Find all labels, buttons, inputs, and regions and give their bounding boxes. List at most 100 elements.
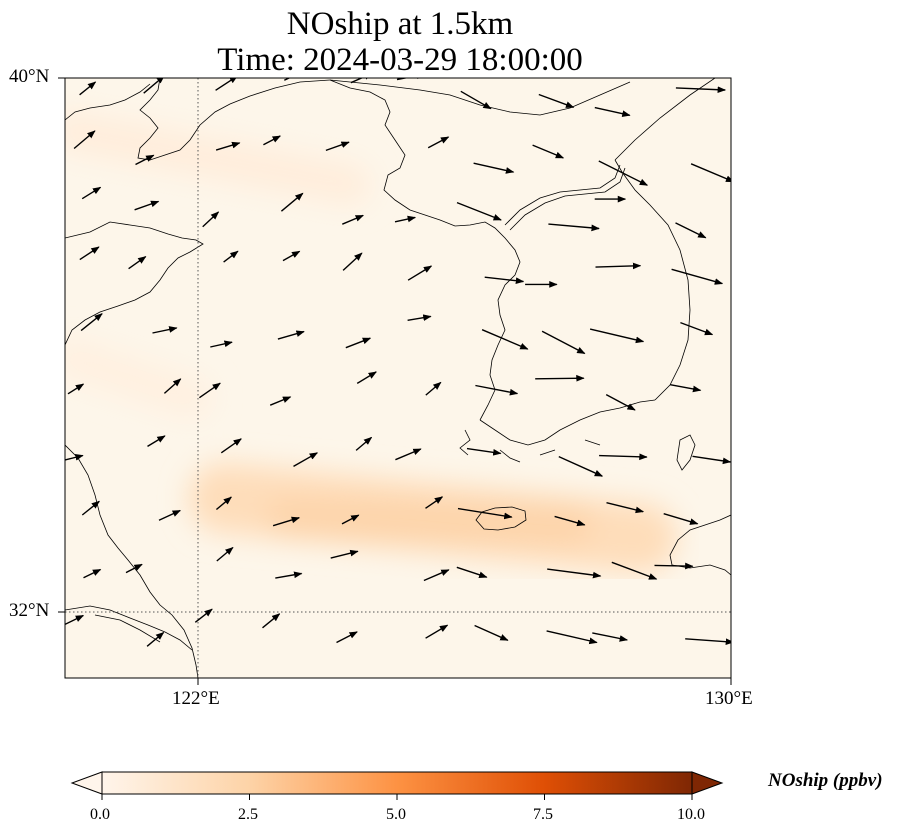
- wind-arrow: [356, 371, 377, 384]
- wind-arrow: [81, 186, 102, 200]
- wind-arrow: [535, 374, 585, 382]
- lon-label-130e: 130°E: [705, 688, 753, 709]
- wind-arrow: [475, 384, 519, 396]
- wind-arrow: [336, 631, 358, 644]
- wind-arrow: [423, 569, 450, 582]
- wind-arrow: [342, 252, 363, 271]
- wind-arrow: [143, 78, 165, 94]
- title-line-1: NOship at 1.5km: [286, 6, 514, 42]
- wind-arrow: [282, 250, 301, 262]
- cb-tick-label-3: 7.5: [533, 806, 553, 823]
- wind-arrow: [456, 201, 502, 221]
- kyushu: [669, 514, 731, 576]
- wind-arrow: [538, 93, 575, 108]
- cb-tick-label-2: 5.0: [386, 806, 406, 823]
- wind-arrow: [425, 496, 444, 509]
- wind-arrow: [263, 135, 281, 146]
- wind-arrow: [606, 502, 645, 514]
- wind-arrow: [548, 223, 600, 232]
- wind-arrow: [594, 106, 631, 117]
- wind-arrow: [481, 329, 529, 350]
- wind-arrow: [532, 144, 565, 159]
- wind-arrow: [83, 568, 102, 579]
- wind-arrow: [407, 265, 433, 281]
- plume-layer: [65, 111, 678, 573]
- wind-arrow: [599, 453, 648, 461]
- wind-arrow: [128, 256, 147, 270]
- wind-arrow: [67, 383, 85, 395]
- ship-plume-3: [65, 338, 212, 418]
- wind-arrow: [223, 250, 239, 263]
- wind-arrow: [425, 624, 449, 639]
- wind-arrow: [654, 562, 694, 570]
- cb-tick-label-1: 2.5: [238, 806, 258, 823]
- wind-arrow: [473, 162, 515, 174]
- wind-arrow: [541, 330, 586, 355]
- colorbar-extend-max: [691, 771, 724, 795]
- yangtze-estuary: [65, 605, 193, 651]
- wind-arrow: [595, 262, 642, 270]
- wind-arrow: [198, 382, 221, 399]
- wind-arrow: [215, 141, 241, 151]
- wind-arrow: [134, 200, 160, 211]
- wind-arrow: [194, 608, 213, 623]
- wind-arrow: [598, 160, 649, 186]
- wind-arrow: [272, 516, 301, 527]
- wind-arrow: [474, 624, 509, 641]
- wind-arrow: [275, 571, 303, 579]
- wind-arrow: [280, 192, 304, 212]
- cb-tick-label-0: 0.0: [90, 806, 110, 823]
- wind-arrow: [394, 215, 417, 223]
- yangtze-estuary-2: [94, 614, 161, 643]
- tsushima: [676, 434, 696, 471]
- wind-arrow: [293, 452, 319, 468]
- wind-arrow: [216, 546, 234, 562]
- islands-sw-korea: [459, 429, 601, 463]
- wind-arrow: [692, 455, 731, 465]
- title-line-2: Time: 2024-03-29 18:00:00: [217, 42, 583, 78]
- wind-arrow: [685, 638, 731, 646]
- wind-arrow: [670, 384, 702, 393]
- wind-arrow: [262, 613, 281, 629]
- wind-arrow: [589, 328, 645, 344]
- gridlines: [65, 78, 731, 678]
- wind-arrow: [325, 141, 350, 152]
- colorbar-extend-min: [70, 771, 103, 795]
- korea-west-coast: [329, 79, 521, 421]
- wind-arrow: [425, 381, 442, 396]
- wind-arrow: [345, 337, 372, 349]
- wind-arrow: [457, 507, 513, 520]
- wind-arrow: [456, 566, 488, 579]
- lon-label-122e: 122°E: [172, 688, 220, 709]
- cb-tick-label-4: 10.0: [677, 806, 705, 823]
- wind-arrow: [671, 268, 724, 285]
- wind-arrow: [80, 313, 103, 332]
- wind-arrow: [210, 340, 233, 348]
- wind-arrow: [330, 549, 359, 559]
- wind-arrow: [592, 632, 629, 642]
- wind-arrow: [79, 246, 100, 261]
- korea-north-border: [329, 79, 631, 116]
- korea-east-coast: [614, 159, 691, 401]
- wind-arrow: [558, 455, 604, 477]
- wind-arrow: [663, 513, 699, 525]
- wind-arrow: [547, 568, 602, 579]
- wind-arrow: [396, 78, 426, 81]
- wind-arrow: [125, 563, 143, 574]
- wind-arrow: [79, 81, 97, 96]
- wind-arrow: [407, 314, 432, 321]
- wind-arrow: [215, 496, 232, 511]
- wind-arrow: [460, 90, 492, 110]
- wind-arrow: [65, 614, 85, 626]
- lat-label-32n: 32°N: [9, 600, 50, 621]
- wind-arrow: [680, 321, 714, 336]
- ship-plume-2: [65, 111, 371, 205]
- wind-arrow: [147, 435, 166, 447]
- wind-arrow: [675, 222, 707, 239]
- wind-vectors: [65, 78, 731, 647]
- wind-arrow: [395, 448, 422, 461]
- lat-label-40n: 40°N: [9, 66, 50, 87]
- wind-arrow: [65, 454, 84, 461]
- wind-arrow: [675, 86, 727, 94]
